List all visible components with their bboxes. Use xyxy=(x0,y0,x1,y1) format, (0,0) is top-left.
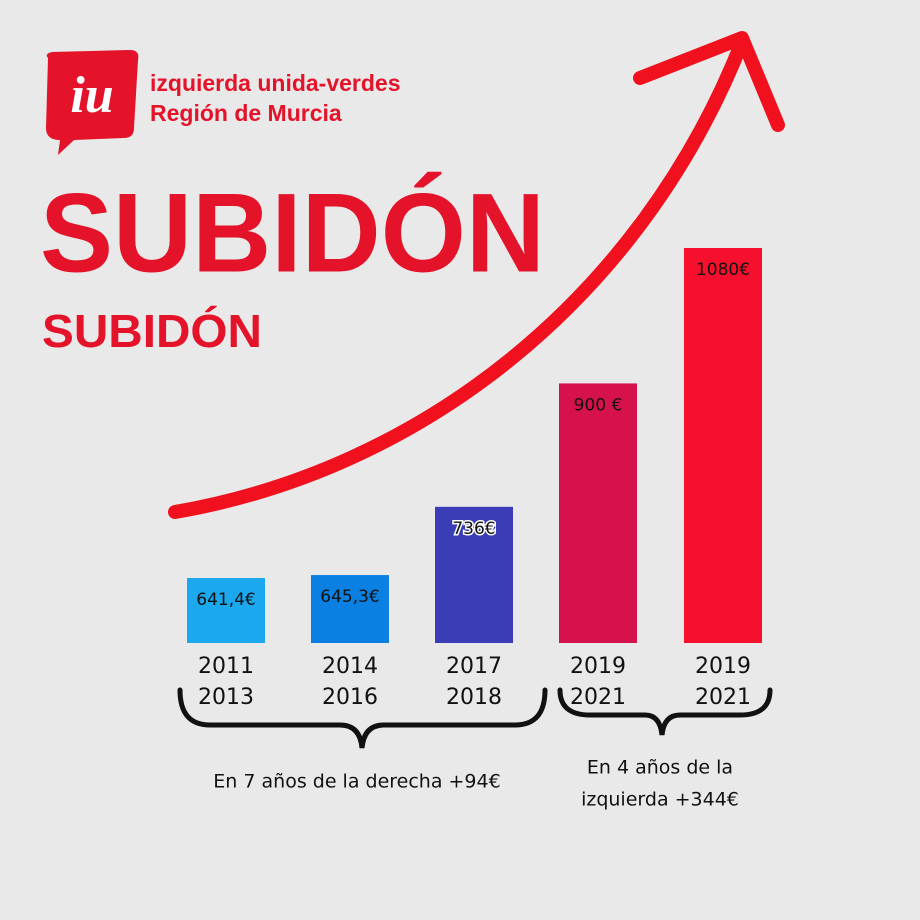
bar xyxy=(684,248,762,643)
bar xyxy=(559,383,637,643)
x-tick-label: 2017 xyxy=(446,654,502,679)
value-label: 736€ xyxy=(452,519,495,539)
logo: iu izquierda unida-verdes Región de Murc… xyxy=(46,50,401,155)
braces xyxy=(177,687,773,749)
value-label: 1080€ xyxy=(696,260,750,280)
value-label: 900 € xyxy=(574,395,623,415)
x-tick-label: 2021 xyxy=(570,685,626,710)
x-tick-label: 2016 xyxy=(322,685,378,710)
arrow-shaft xyxy=(168,35,749,519)
chart-subtitle: SUBIDÓN xyxy=(42,305,262,357)
x-tick-label: 2019 xyxy=(570,654,626,679)
bar xyxy=(311,575,389,643)
annotation: izquierda +344€ xyxy=(581,789,739,811)
brace xyxy=(557,687,773,736)
logo-line: izquierda unida-verdes xyxy=(150,70,401,96)
arrow xyxy=(168,31,785,519)
x-tick-label: 2011 xyxy=(198,654,254,679)
arrow-head xyxy=(633,31,785,132)
value-label: 645,3€ xyxy=(320,587,379,607)
brace xyxy=(177,687,548,749)
x-tick-label: 2018 xyxy=(446,685,502,710)
x-tick-label: 2019 xyxy=(695,654,751,679)
logo-mark: iu xyxy=(70,67,113,124)
chart-title: SUBIDÓN xyxy=(40,171,545,296)
annotation: En 4 años de la xyxy=(587,757,733,779)
logo-badge xyxy=(46,50,139,155)
annotation: En 7 años de la derecha +94€ xyxy=(213,771,500,793)
x-tick-label: 2013 xyxy=(198,685,254,710)
bar xyxy=(435,506,513,643)
value-label: 641,4€ xyxy=(196,590,255,610)
logo-line: Región de Murcia xyxy=(150,100,342,126)
bar xyxy=(187,578,265,643)
x-tick-label: 2014 xyxy=(322,654,378,679)
x-tick-label: 2021 xyxy=(695,685,751,710)
